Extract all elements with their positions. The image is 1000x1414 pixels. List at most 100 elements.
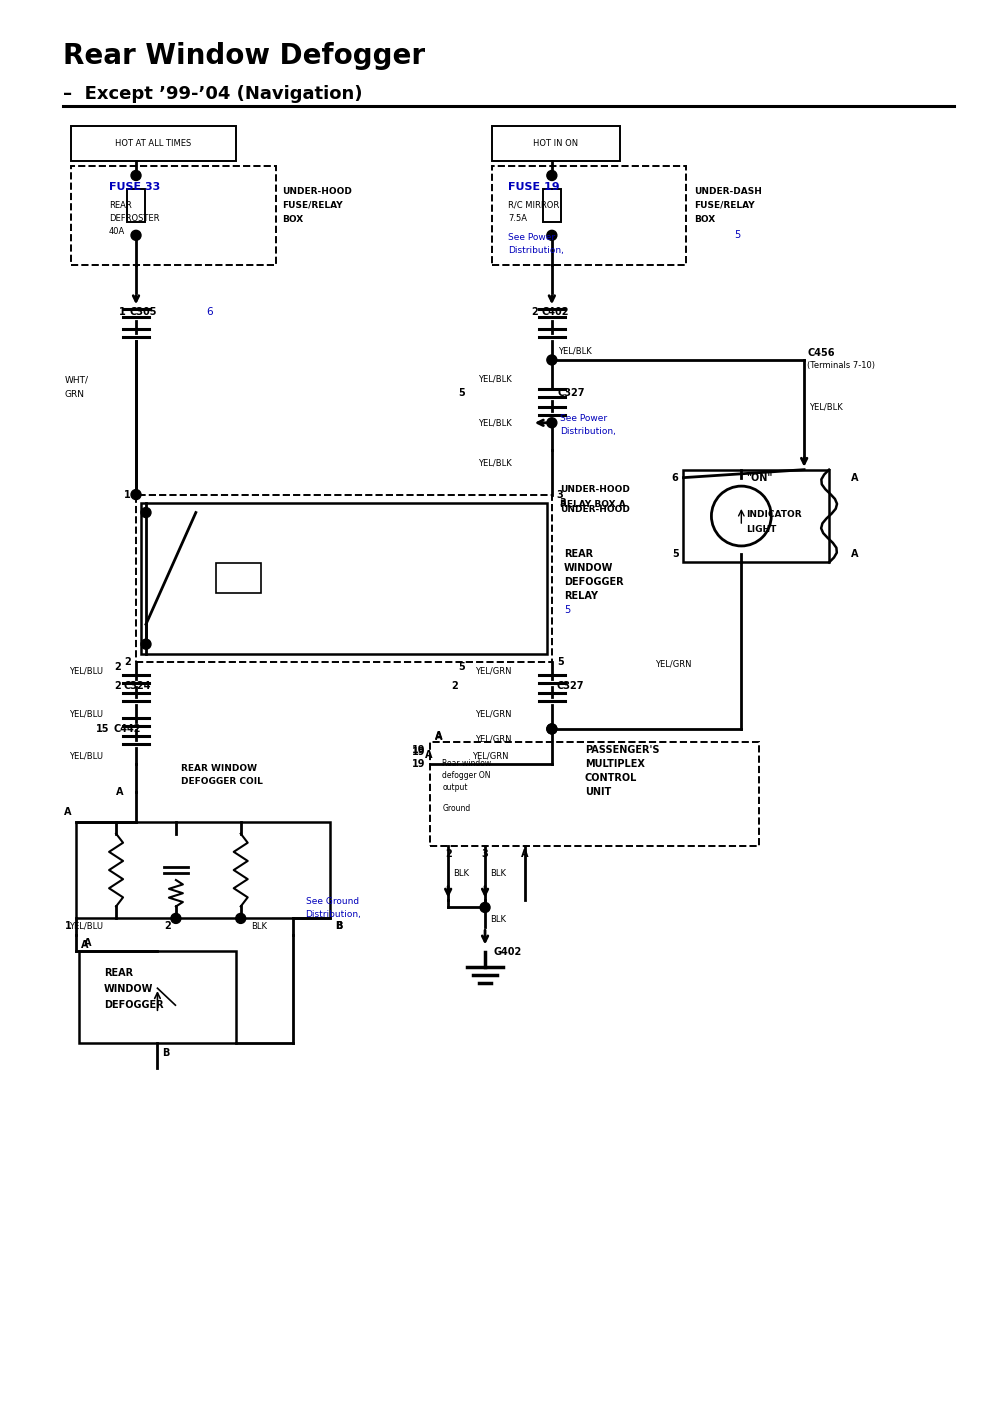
Text: C327: C327 bbox=[558, 387, 585, 397]
Text: 40A: 40A bbox=[109, 226, 125, 236]
Text: Distribution,: Distribution, bbox=[508, 246, 564, 255]
Text: GRN: GRN bbox=[64, 390, 84, 399]
Text: Ground: Ground bbox=[442, 805, 470, 813]
Bar bbox=[71, 165, 276, 266]
Text: 1: 1 bbox=[119, 307, 126, 317]
Text: 3: 3 bbox=[557, 489, 564, 499]
Bar bbox=[127, 189, 145, 222]
Text: B: B bbox=[335, 922, 343, 932]
Text: YEL/BLK: YEL/BLK bbox=[809, 403, 843, 411]
Text: DEFROSTER: DEFROSTER bbox=[109, 214, 160, 223]
Text: G402: G402 bbox=[493, 947, 521, 957]
Text: HOT AT ALL TIMES: HOT AT ALL TIMES bbox=[115, 139, 191, 147]
Text: HOT IN ON: HOT IN ON bbox=[533, 139, 578, 147]
Text: defogger ON: defogger ON bbox=[442, 771, 491, 781]
Text: A: A bbox=[116, 786, 123, 796]
Text: 3: 3 bbox=[482, 848, 488, 858]
Bar bbox=[216, 563, 261, 594]
Text: BLK: BLK bbox=[490, 915, 506, 923]
Text: 7.5A: 7.5A bbox=[508, 214, 527, 223]
Text: 5: 5 bbox=[458, 387, 465, 397]
Text: 5: 5 bbox=[672, 550, 679, 560]
Bar bbox=[136, 495, 552, 662]
Text: YEL/GRN: YEL/GRN bbox=[475, 710, 512, 718]
Text: Rear window: Rear window bbox=[442, 759, 491, 768]
Text: 1: 1 bbox=[124, 489, 131, 499]
Text: DEFOGGER: DEFOGGER bbox=[104, 1000, 164, 1010]
Text: BOX: BOX bbox=[283, 215, 304, 223]
Text: FUSE/RELAY: FUSE/RELAY bbox=[283, 201, 343, 209]
Text: 2: 2 bbox=[531, 307, 538, 317]
Text: YEL/BLU: YEL/BLU bbox=[69, 751, 103, 761]
Text: 15: 15 bbox=[96, 724, 109, 734]
Text: 2: 2 bbox=[114, 662, 121, 672]
Text: See Power: See Power bbox=[508, 233, 555, 242]
Circle shape bbox=[131, 171, 141, 181]
Text: YEL/BLU: YEL/BLU bbox=[69, 922, 103, 930]
Text: UNDER-DASH: UNDER-DASH bbox=[694, 187, 762, 197]
Text: BLK: BLK bbox=[453, 870, 469, 878]
Text: C327: C327 bbox=[557, 682, 584, 691]
Text: B: B bbox=[162, 1048, 170, 1058]
Text: 2: 2 bbox=[124, 658, 131, 667]
Text: WINDOW: WINDOW bbox=[564, 563, 613, 574]
Text: REAR: REAR bbox=[564, 550, 593, 560]
Text: REAR: REAR bbox=[104, 969, 133, 978]
Text: YEL/BLK: YEL/BLK bbox=[478, 419, 512, 427]
Text: YEL/GRN: YEL/GRN bbox=[655, 659, 691, 669]
Text: 2: 2 bbox=[164, 922, 171, 932]
Text: 2: 2 bbox=[451, 682, 458, 691]
Text: 19: 19 bbox=[412, 745, 425, 755]
Text: FUSE 19: FUSE 19 bbox=[508, 182, 560, 192]
Circle shape bbox=[547, 724, 557, 734]
Text: A: A bbox=[851, 550, 859, 560]
Circle shape bbox=[131, 489, 141, 499]
Text: 5: 5 bbox=[564, 605, 570, 615]
Text: CONTROL: CONTROL bbox=[585, 773, 637, 783]
Circle shape bbox=[480, 902, 490, 912]
Text: WINDOW: WINDOW bbox=[104, 984, 153, 994]
Text: DEFOGGER COIL: DEFOGGER COIL bbox=[181, 778, 263, 786]
Bar bbox=[543, 189, 561, 222]
Text: 3: 3 bbox=[560, 498, 567, 508]
Text: YEL/GRN: YEL/GRN bbox=[475, 734, 512, 744]
Text: output: output bbox=[442, 783, 468, 792]
Text: 5: 5 bbox=[557, 658, 564, 667]
Text: REAR: REAR bbox=[109, 201, 132, 209]
Text: 5: 5 bbox=[458, 662, 465, 672]
Text: BLK: BLK bbox=[251, 922, 267, 930]
Text: RELAY: RELAY bbox=[564, 591, 598, 601]
Text: YEL/BLK: YEL/BLK bbox=[558, 346, 592, 355]
Text: YEL/GRN: YEL/GRN bbox=[472, 751, 509, 761]
Text: A: A bbox=[81, 940, 89, 950]
Text: A: A bbox=[521, 848, 529, 858]
Circle shape bbox=[547, 171, 557, 181]
Text: LIGHT: LIGHT bbox=[746, 526, 777, 534]
Text: A: A bbox=[851, 472, 859, 482]
Bar bbox=[430, 742, 759, 846]
Text: INDICATOR: INDICATOR bbox=[746, 509, 802, 519]
Bar bbox=[79, 952, 236, 1044]
Text: DEFOGGER: DEFOGGER bbox=[564, 577, 623, 587]
Text: YEL/GRN: YEL/GRN bbox=[475, 666, 512, 674]
Text: B: B bbox=[335, 922, 343, 932]
Circle shape bbox=[236, 913, 246, 923]
Text: See Power: See Power bbox=[560, 414, 607, 423]
Text: YEL/BLK: YEL/BLK bbox=[478, 375, 512, 383]
Text: WHT/: WHT/ bbox=[64, 375, 88, 385]
Bar bbox=[492, 126, 620, 161]
Bar bbox=[683, 469, 829, 563]
Text: Distribution,: Distribution, bbox=[560, 427, 616, 437]
Text: UNIT: UNIT bbox=[585, 786, 611, 796]
Text: Rear Window Defogger: Rear Window Defogger bbox=[63, 42, 425, 69]
Text: C324: C324 bbox=[123, 682, 151, 691]
Circle shape bbox=[131, 230, 141, 240]
Text: 2: 2 bbox=[114, 682, 121, 691]
Circle shape bbox=[547, 417, 557, 428]
Circle shape bbox=[141, 508, 151, 518]
Text: C305: C305 bbox=[129, 307, 157, 317]
Text: MULTIPLEX: MULTIPLEX bbox=[585, 759, 645, 769]
Bar bbox=[71, 126, 236, 161]
Text: "ON": "ON" bbox=[746, 472, 773, 482]
Circle shape bbox=[171, 913, 181, 923]
